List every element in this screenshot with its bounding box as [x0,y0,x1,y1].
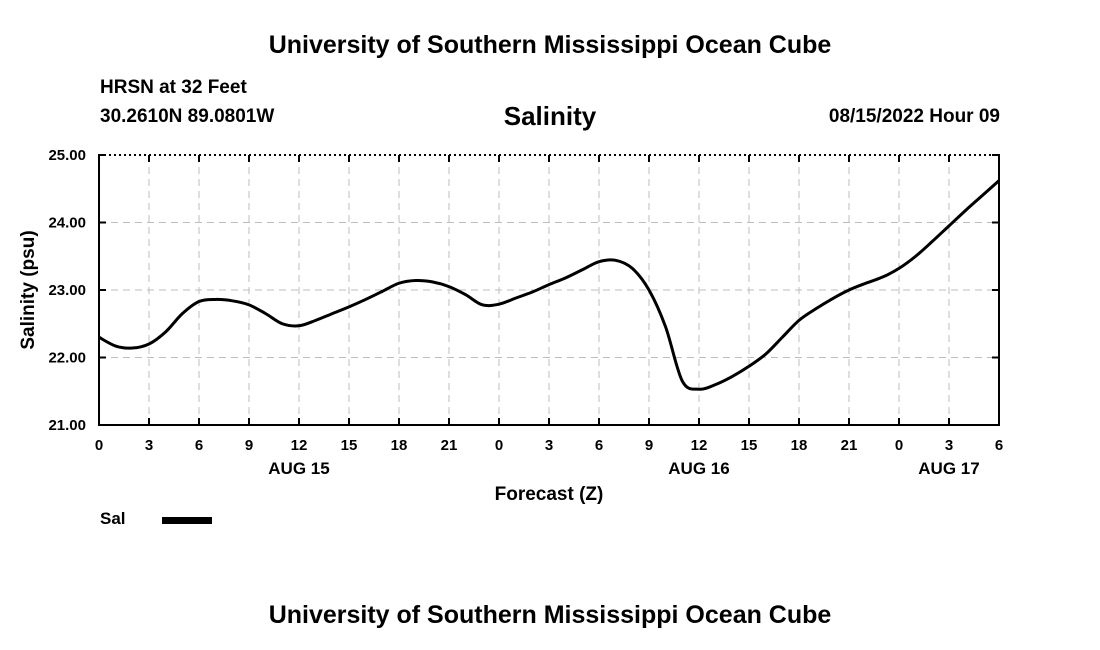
date-label: AUG 15 [268,459,329,478]
x-tick-label: 18 [791,437,808,454]
x-tick-label: 3 [145,437,153,454]
date-label: AUG 16 [668,459,729,478]
x-tick-label: 3 [545,437,553,454]
x-tick-label: 6 [195,437,203,454]
x-axis-title: Forecast (Z) [495,484,604,505]
x-tick-label: 9 [645,437,653,454]
legend-line-swatch [162,517,212,524]
x-tick-label: 0 [895,437,903,454]
chart-title: Salinity [503,101,597,131]
x-tick-label: 0 [95,437,103,454]
station-label: HRSN at 32 Feet [100,77,247,98]
station-coordinates: 30.2610N 89.0801W [100,106,275,127]
legend-label: Sal [100,509,126,528]
x-tick-label: 12 [291,437,308,454]
x-tick-label: 6 [595,437,603,454]
x-tick-label: 15 [341,437,358,454]
x-tick-label: 12 [691,437,708,454]
x-tick-label: 9 [245,437,253,454]
y-tick-label: 21.00 [48,417,86,434]
x-tick-label: 21 [441,437,458,454]
y-axis-title: Salinity (psu) [18,230,39,349]
date-label: AUG 17 [918,459,979,478]
y-tick-label: 25.00 [48,147,86,164]
x-tick-label: 21 [841,437,858,454]
y-tick-label: 24.00 [48,215,86,232]
x-tick-label: 18 [391,437,408,454]
x-tick-label: 0 [495,437,503,454]
page-title: University of Southern Mississippi Ocean… [268,31,832,59]
y-tick-label: 22.00 [48,350,86,367]
footer-title: University of Southern Mississippi Ocean… [268,601,832,629]
x-tick-label: 3 [945,437,953,454]
y-tick-label: 23.00 [48,282,86,299]
series-line-sal [98,179,1000,391]
forecast-datetime: 08/15/2022 Hour 09 [828,106,1000,127]
x-tick-label: 15 [741,437,758,454]
x-tick-label: 6 [995,437,1003,454]
